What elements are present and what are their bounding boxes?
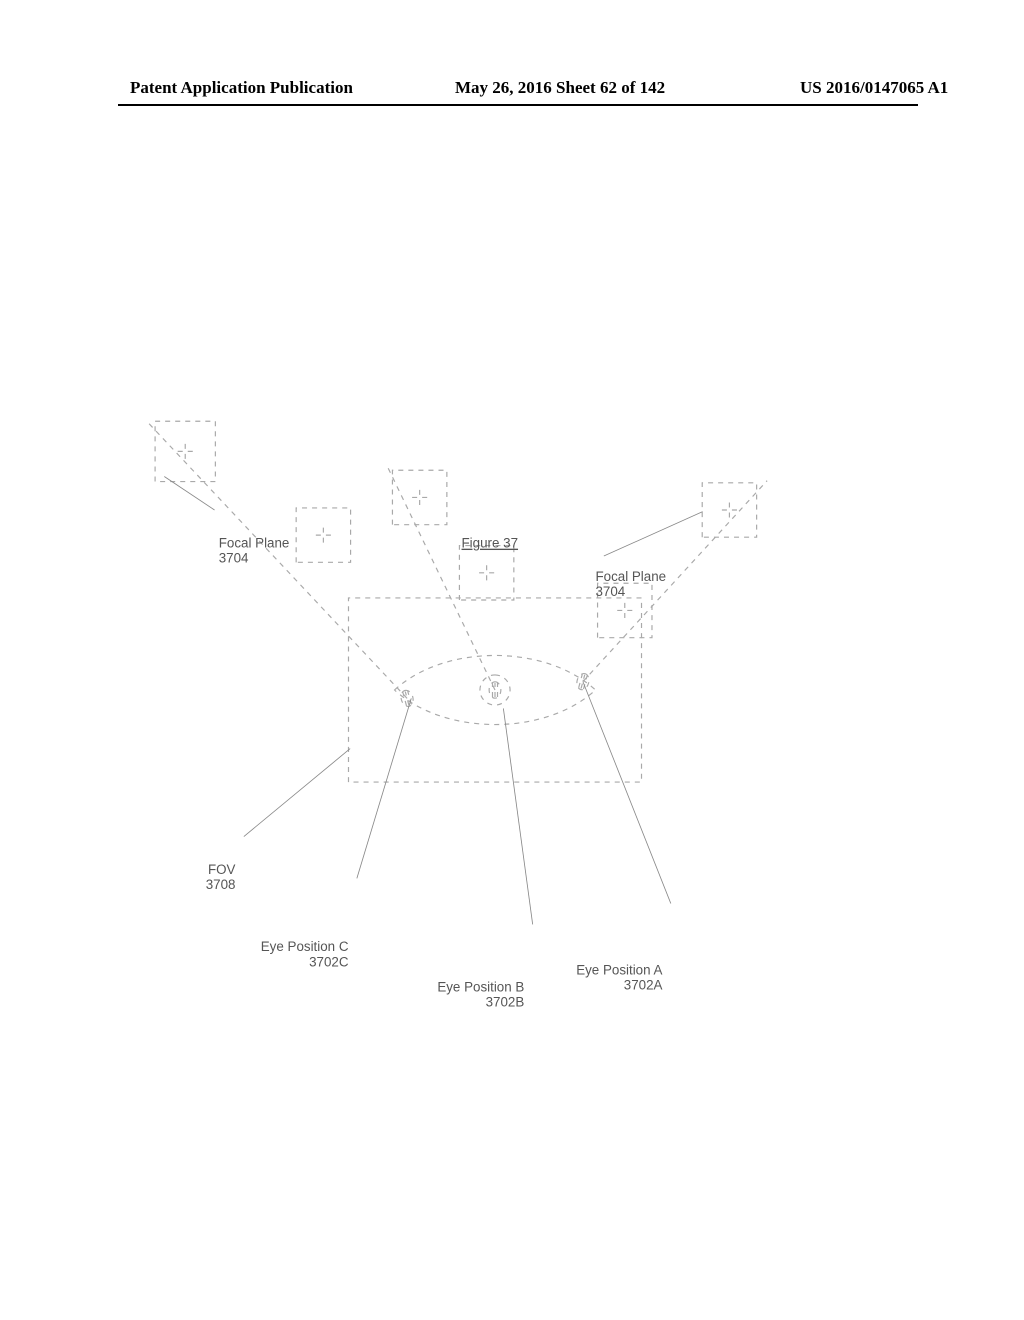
svg-text:3704: 3704: [595, 584, 625, 599]
svg-text:Focal Plane: Focal Plane: [595, 569, 666, 584]
header-rule: [118, 104, 918, 106]
header-left: Patent Application Publication: [130, 78, 353, 98]
figure-svg: Eye Position A3702AEye Position B3702BEy…: [135, 260, 855, 1120]
leader-line: [357, 698, 411, 878]
figure-37: Eye Position A3702AEye Position B3702BEy…: [135, 260, 855, 1120]
focal-plane: [459, 546, 513, 600]
figure-caption: Figure 37: [462, 536, 519, 551]
svg-text:3704: 3704: [219, 551, 249, 566]
svg-text:FOV: FOV: [208, 862, 236, 877]
label-eyeB: Eye Position B3702B: [437, 979, 524, 1009]
leader-line: [583, 682, 671, 904]
label-eyeA: Eye Position A3702A: [576, 963, 662, 993]
svg-text:Eye Position B: Eye Position B: [437, 979, 524, 994]
svg-text:Focal Plane: Focal Plane: [219, 536, 290, 551]
svg-text:Eye Position A: Eye Position A: [576, 963, 662, 978]
leader-line: [164, 477, 214, 510]
svg-text:3702B: 3702B: [486, 994, 525, 1009]
label-fov: FOV3708: [206, 862, 236, 892]
sight-line: [148, 422, 408, 698]
focal-plane: [296, 508, 350, 562]
svg-text:3702C: 3702C: [309, 954, 349, 969]
focal-plane: [392, 470, 446, 524]
leader-line: [503, 708, 532, 924]
svg-text:Figure 37: Figure 37: [462, 536, 519, 551]
page: Patent Application Publication May 26, 2…: [0, 0, 1024, 1320]
focal-plane: [702, 483, 756, 537]
leader-line: [244, 749, 350, 837]
label-focalL: Focal Plane3704: [595, 569, 666, 599]
svg-text:3702A: 3702A: [624, 978, 663, 993]
focal-plane: [155, 421, 215, 481]
header-mid: May 26, 2016 Sheet 62 of 142: [455, 78, 665, 98]
svg-text:3708: 3708: [206, 877, 236, 892]
leader-line: [604, 512, 703, 556]
label-eyeC: Eye Position C3702C: [261, 939, 349, 969]
svg-text:Eye Position C: Eye Position C: [261, 939, 349, 954]
label-focalR: Focal Plane3704: [219, 536, 290, 566]
header-right: US 2016/0147065 A1: [800, 78, 948, 98]
